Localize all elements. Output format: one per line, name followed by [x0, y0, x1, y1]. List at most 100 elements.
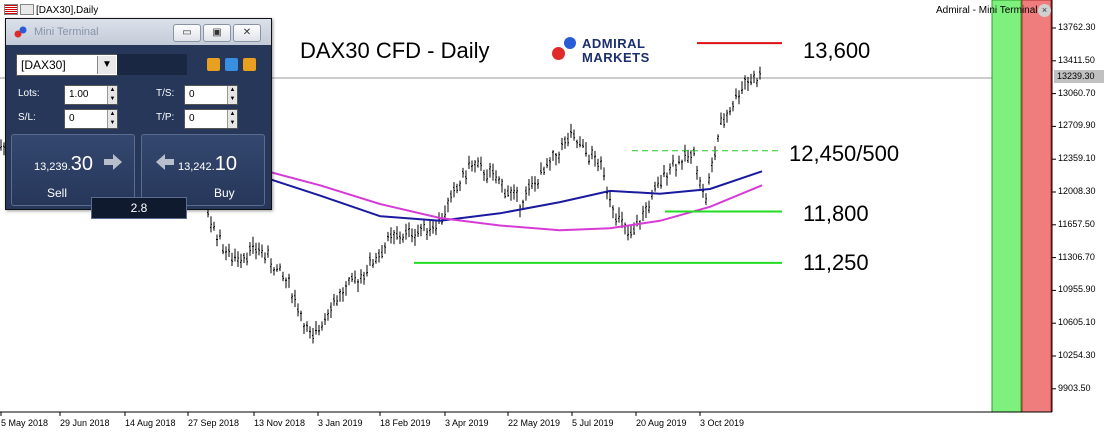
ohlc-bar: [561, 137, 563, 151]
tp-label: T/P:: [156, 112, 175, 123]
ohlc-bar: [354, 270, 356, 284]
brand-logo: ADMIRAL MARKETS: [552, 34, 672, 66]
ohlc-bar: [600, 156, 602, 170]
ohlc-bar: [324, 313, 326, 326]
ohlc-bar: [282, 271, 284, 282]
gear-icon[interactable]: [225, 58, 238, 71]
ohlc-bar: [384, 242, 386, 254]
ohlc-bar: [666, 172, 668, 186]
mini-terminal-window[interactable]: Mini Terminal ▭ ▣ ✕ [DAX30] ▼ Lots: 1.00…: [5, 18, 272, 219]
ohlc-bar: [435, 220, 437, 236]
ohlc-bar: [738, 90, 740, 105]
x-tick-label: 27 Sep 2018: [188, 418, 240, 428]
copy-icon[interactable]: [207, 58, 220, 71]
sell-price-minor: 30: [70, 153, 93, 175]
ohlc-bar: [390, 227, 392, 244]
ohlc-bar: [408, 222, 410, 238]
ohlc-bar: [528, 178, 530, 196]
buy-button[interactable]: 13,242.10 Buy: [141, 134, 265, 206]
ts-stepper[interactable]: 0 ▲ ▼: [184, 85, 238, 105]
lots-stepper[interactable]: 1.00 ▲ ▼: [64, 85, 118, 105]
ohlc-bar: [456, 183, 458, 194]
ohlc-bar: [687, 149, 689, 164]
chart-titlebar: [DAX30],Daily Admiral - Mini Terminal ×: [0, 0, 1104, 22]
ohlc-bar: [468, 155, 470, 169]
expand-icon[interactable]: [243, 58, 256, 71]
sl-spin-arrows[interactable]: ▲ ▼: [107, 110, 117, 128]
tp-spin-arrows[interactable]: ▲ ▼: [227, 110, 237, 128]
sell-button[interactable]: 13,239.30 Sell: [11, 134, 135, 206]
ohlc-bar: [240, 253, 242, 268]
ohlc-bar: [453, 182, 455, 198]
ohlc-bar: [624, 222, 626, 235]
ohlc-bar: [729, 107, 731, 116]
level-label-13600: 13,600: [803, 38, 871, 63]
arrow-left-icon: [156, 154, 174, 170]
ohlc-bar: [663, 164, 665, 178]
level-label-11800: 11,800: [803, 201, 869, 226]
mini-terminal-titlebar[interactable]: Mini Terminal ▭ ▣ ✕: [6, 19, 271, 45]
close-icon[interactable]: ×: [1038, 4, 1051, 17]
sl-label: S/L:: [18, 112, 36, 123]
ohlc-bar: [588, 154, 590, 165]
ohlc-bar: [222, 244, 224, 255]
ohlc-bar: [261, 244, 263, 258]
ohlc-bar: [669, 163, 671, 175]
green-indicator-bar: [991, 0, 1022, 413]
ohlc-bar: [303, 322, 305, 335]
ohlc-bar: [225, 246, 227, 261]
ohlc-bar: [351, 272, 353, 283]
ohlc-bar: [216, 234, 218, 247]
ohlc-bar: [366, 264, 368, 277]
ohlc-bar: [339, 288, 341, 302]
x-tick-label: 20 Aug 2019: [636, 418, 687, 428]
buy-price-minor: 10: [214, 153, 237, 175]
ohlc-bar: [723, 113, 725, 128]
close-button[interactable]: ✕: [233, 24, 261, 42]
y-tick-label: 10605.10: [1058, 317, 1096, 328]
ohlc-bar: [744, 75, 746, 90]
sl-stepper[interactable]: 0 ▲ ▼: [64, 109, 118, 129]
ts-spin-arrows[interactable]: ▲ ▼: [227, 86, 237, 104]
y-tick-label: 9903.50: [1058, 382, 1091, 393]
ohlc-bar: [264, 252, 266, 264]
tp-stepper[interactable]: 0 ▲ ▼: [184, 109, 238, 129]
brand-line1: ADMIRAL: [582, 36, 646, 51]
terminal-logo-icon: [14, 26, 27, 38]
ohlc-bar: [348, 277, 350, 286]
y-tick-label: 13762.30: [1058, 22, 1096, 32]
ohlc-bar: [546, 158, 548, 169]
symbol-select[interactable]: [DAX30] ▼: [16, 54, 118, 76]
ohlc-bar: [396, 226, 398, 240]
ohlc-bar: [555, 152, 557, 166]
ohlc-bar: [711, 157, 713, 173]
x-tick-label: 3 Apr 2019: [445, 418, 489, 428]
sl-value: 0: [69, 113, 75, 124]
ohlc-bar: [462, 167, 464, 178]
ohlc-bar: [327, 309, 329, 321]
ts-label: T/S:: [156, 88, 175, 99]
ohlc-bar: [459, 180, 461, 191]
ohlc-bar: [516, 186, 518, 202]
ohlc-bar: [576, 139, 578, 149]
ohlc-bar: [231, 252, 233, 267]
maximize-button[interactable]: ▣: [203, 24, 231, 42]
ohlc-bar: [288, 273, 290, 288]
ohlc-bar: [741, 81, 743, 95]
brand-line2: MARKETS: [582, 50, 650, 65]
minimize-button[interactable]: ▭: [173, 24, 201, 42]
ohlc-bar: [381, 244, 383, 259]
chevron-down-icon[interactable]: ▼: [97, 56, 116, 74]
x-ticks: [0, 412, 701, 416]
ohlc-bar: [699, 176, 701, 189]
ohlc-bar: [684, 144, 686, 162]
ohlc-bar: [405, 223, 407, 240]
ohlc-bar: [567, 132, 569, 147]
ohlc-bar: [690, 150, 692, 164]
y-tick-label: 11306.70: [1058, 251, 1095, 262]
ohlc-bar: [474, 160, 476, 173]
y-tick-label: 13060.70: [1058, 87, 1096, 98]
y-tick-label: 13411.50: [1058, 54, 1095, 65]
ohlc-bar: [714, 146, 716, 161]
lots-spin-arrows[interactable]: ▲ ▼: [107, 86, 117, 104]
